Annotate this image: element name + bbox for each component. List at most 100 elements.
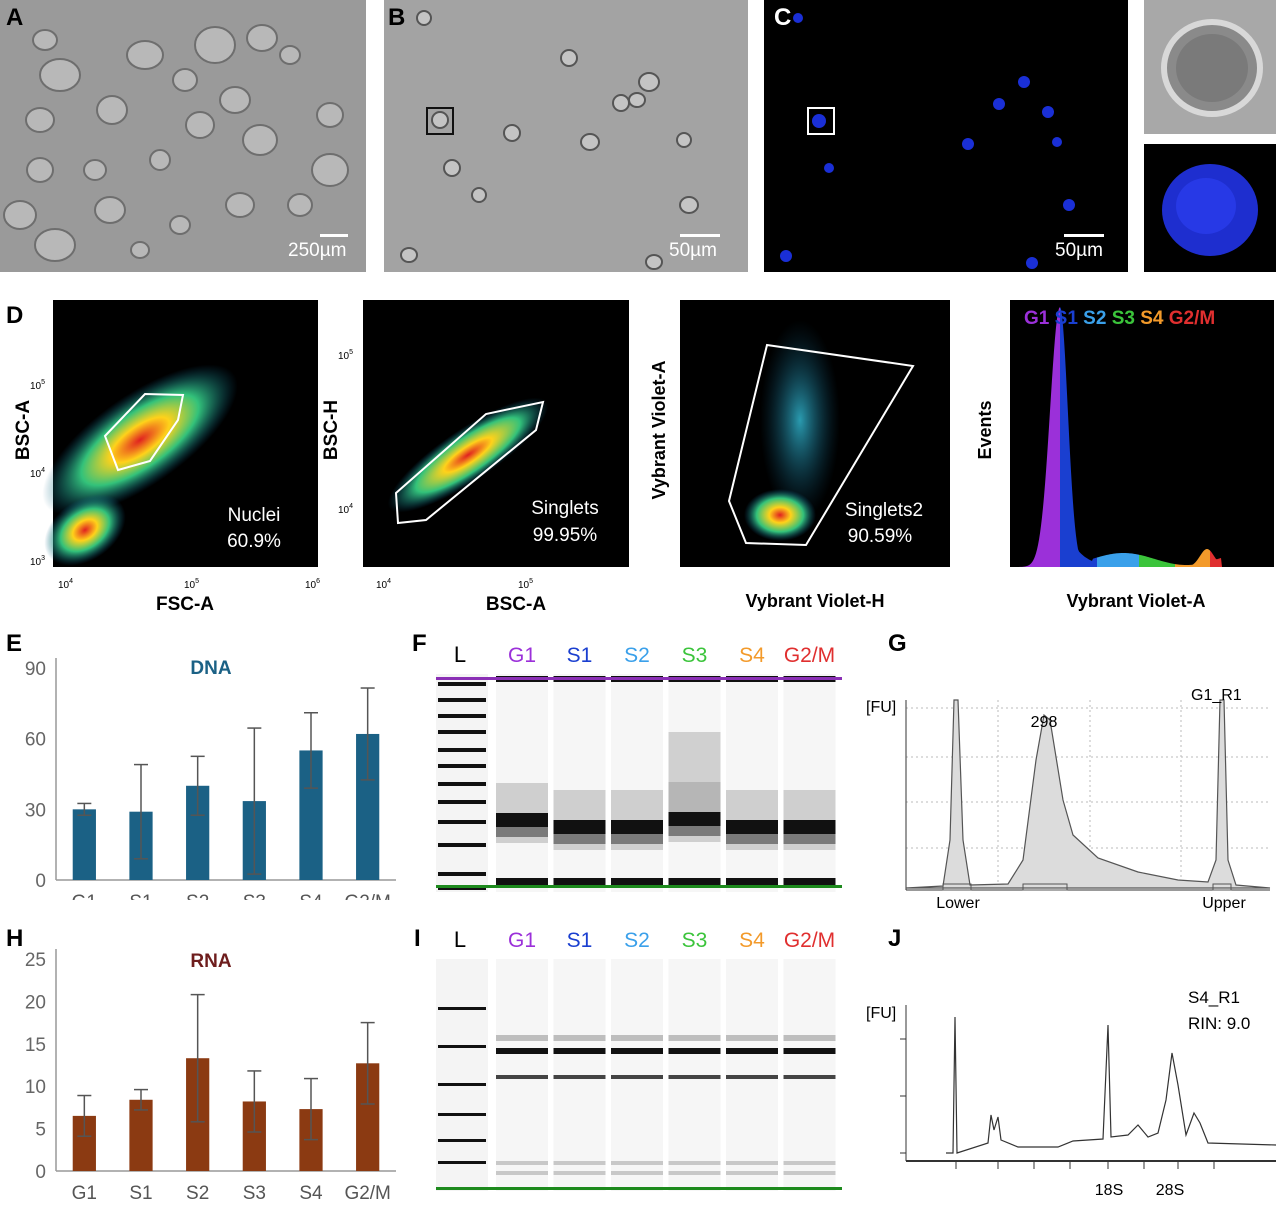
bar [72, 1115, 96, 1171]
ladder-band [438, 800, 486, 804]
gel-band [726, 1048, 778, 1054]
ladder-band [438, 872, 486, 876]
trace-g-lower: Lower [936, 895, 980, 912]
gel-band [553, 1035, 606, 1041]
gel-band [553, 878, 606, 888]
panel-letter-i: I [414, 925, 421, 952]
x-tick-label: G1 [72, 892, 97, 900]
micrograph-b-image [384, 0, 748, 272]
hist-legend-g2m: G2/M [1169, 308, 1215, 329]
flow3-gate-label: Singlets2 [845, 500, 923, 521]
gel-band [726, 1171, 778, 1175]
gel-band [611, 1048, 663, 1054]
gel-band [668, 878, 721, 888]
hist-legend-s3: S3 [1112, 308, 1135, 329]
gel-lane-label: S1 [567, 929, 593, 952]
scale-label-a: 250µm [288, 240, 347, 261]
error-bar [360, 1021, 375, 1105]
flow2-gate-pct: 99.95% [533, 525, 598, 546]
flow3-gate-pct: 90.59% [848, 526, 913, 547]
bar [242, 1101, 266, 1171]
ladder-band [438, 820, 486, 824]
panel-letter-h: H [6, 925, 24, 952]
y-tick-label: 25 [25, 950, 46, 971]
y-tick-label: 0 [35, 871, 46, 892]
gel-band [783, 820, 836, 834]
panel-letter-j: J [888, 925, 902, 952]
ladder-band [438, 730, 486, 734]
x-tick-label: S2 [186, 892, 209, 900]
x-tick-label: S4 [299, 1183, 323, 1204]
y-tick-label: 15 [25, 1035, 46, 1056]
gel-lane [783, 674, 836, 892]
gel-band [668, 812, 721, 826]
gel-band [726, 820, 778, 834]
fluorescence-c-image [764, 0, 1128, 272]
histogram-segment [1012, 307, 1060, 567]
gel-lane-label: S4 [739, 644, 765, 667]
gel-band [783, 1035, 836, 1041]
trace-j-18s: 18S [1095, 1182, 1123, 1199]
y-tick-label: 30 [25, 800, 46, 821]
bar [129, 1099, 153, 1171]
gel-lane-label: S3 [682, 929, 708, 952]
error-bar [304, 712, 318, 789]
gel-lane-label: G1 [508, 644, 536, 667]
gel-band [668, 1171, 721, 1175]
flow1-xlabel: FSC-A [156, 594, 214, 615]
panel-letter-g: G [888, 630, 907, 657]
micrograph-a-image [0, 0, 366, 272]
y-tick-label: 90 [25, 659, 46, 680]
gel-marker-top [436, 925, 842, 928]
gel-lane-label: G2/M [784, 929, 835, 952]
error-bar [134, 763, 148, 860]
gel-band [783, 1171, 836, 1175]
hist-ylabel: Events [975, 400, 995, 459]
gel-band [783, 1048, 836, 1054]
gel-band [553, 1161, 606, 1165]
gel-ladder-label: L [454, 927, 466, 952]
gel-band [611, 1075, 663, 1079]
gel-band [783, 878, 836, 888]
electropherogram-rna: [FU] S4_R1 RIN: 9.0 18S 28S [866, 988, 1277, 1199]
trace-j-yunit: [FU] [866, 1005, 896, 1022]
error-bar [247, 727, 262, 875]
error-bar [304, 1077, 318, 1141]
gel-band [668, 1035, 721, 1041]
x-tick-label: S1 [129, 892, 152, 900]
gel-band [496, 827, 548, 837]
bar [72, 809, 96, 880]
scale-bar-a [320, 234, 348, 237]
gel-lane-label: S3 [682, 644, 708, 667]
gel-ladder-label: L [454, 642, 466, 667]
error-bar [247, 1070, 262, 1133]
ladder-band [438, 1007, 486, 1010]
gel-image-dna: L G1 S1 S2 S3 S4 G2/M [436, 642, 842, 892]
gel-marker-top [436, 677, 842, 680]
ladder-band [438, 1113, 486, 1116]
histogram-segment [1097, 553, 1139, 567]
gel-band [726, 1161, 778, 1165]
x-tick-label: S2 [186, 1183, 209, 1204]
gel-band [496, 813, 548, 827]
gel-band [668, 1048, 721, 1054]
gel-lane-label: G2/M [784, 644, 835, 667]
panel-c-fluorescence: C 50µm [764, 0, 1128, 272]
gel-band [496, 1035, 548, 1041]
histogram-segment [1210, 550, 1242, 567]
svg-text:103: 103 [30, 555, 45, 568]
gel-band [726, 1035, 778, 1041]
gel-marker-bottom [436, 885, 842, 888]
x-tick-label: S3 [243, 1183, 266, 1204]
bar [186, 785, 210, 880]
ladder-band [438, 682, 486, 686]
bar-chart-rna: 0 5 10 15 20 25 G1 S1 S2 S3 S4 G2/M RNA [25, 949, 396, 1204]
flow1-gate-pct: 60.9% [227, 531, 281, 552]
electropherogram-dna: [FU] 298 G1_R1 Lower Upper [866, 687, 1271, 912]
flow2-xlabel: BSC-A [486, 594, 546, 615]
bar [356, 733, 380, 880]
gel-band [553, 1048, 606, 1054]
error-bar [134, 1088, 148, 1111]
panel-letter-c: C [774, 4, 792, 31]
bar [356, 1063, 380, 1171]
